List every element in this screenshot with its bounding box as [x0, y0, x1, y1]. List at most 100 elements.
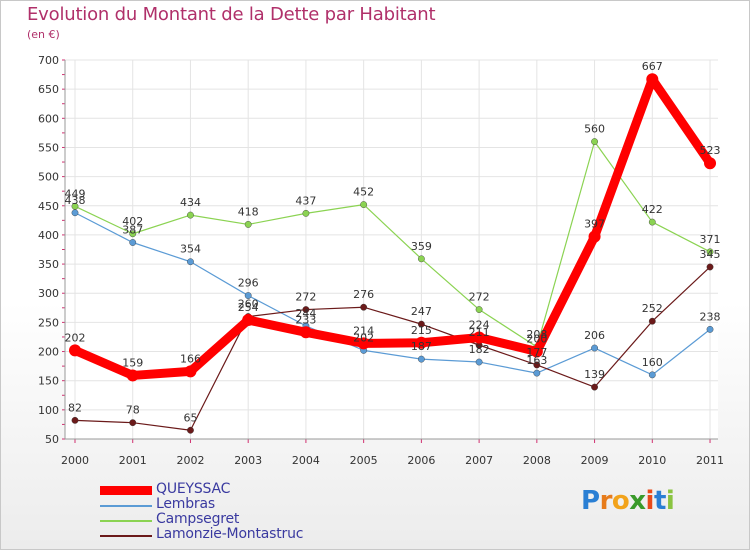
- data-point: [129, 230, 137, 238]
- y-tick-label: 450: [38, 200, 59, 213]
- data-point: [591, 138, 598, 146]
- plot-area: [65, 60, 718, 439]
- data-label: 345: [700, 248, 721, 261]
- data-label: 200: [526, 333, 547, 346]
- data-label: 276: [353, 288, 374, 301]
- data-point: [302, 306, 310, 313]
- data-label: 159: [122, 356, 143, 369]
- data-label: 214: [353, 324, 374, 337]
- data-label: 437: [295, 194, 316, 207]
- data-point: [530, 345, 543, 358]
- data-label: 202: [353, 331, 374, 344]
- data-label: 224: [469, 319, 490, 332]
- data-label: 65: [183, 411, 197, 424]
- data-point: [706, 325, 714, 333]
- data-point: [129, 419, 137, 427]
- x-tick-label: 2009: [581, 454, 609, 467]
- legend-label: Lembras: [156, 496, 215, 512]
- data-point: [71, 416, 79, 424]
- legend-swatch: [100, 486, 152, 495]
- legend-item: Lembras: [100, 496, 360, 512]
- data-point: [129, 239, 137, 246]
- data-point: [244, 221, 252, 228]
- data-label: 438: [65, 194, 86, 207]
- data-point: [360, 201, 368, 209]
- data-label: 202: [65, 331, 86, 344]
- data-label: 244: [295, 307, 316, 320]
- y-tick-label: 600: [38, 112, 59, 125]
- x-tick-label: 2005: [350, 454, 378, 467]
- x-tick-label: 2000: [61, 454, 89, 467]
- data-point: [648, 317, 656, 325]
- data-label: 452: [353, 186, 374, 199]
- brand-letter: r: [599, 486, 613, 516]
- data-label: 166: [180, 352, 201, 365]
- data-point: [187, 426, 194, 434]
- data-point: [71, 209, 79, 217]
- chart-subtitle: (en €): [27, 28, 60, 41]
- legend-item: Lamonzie-Montastruc: [100, 526, 360, 542]
- data-label: 387: [122, 224, 143, 237]
- x-tick-label: 2010: [638, 454, 666, 467]
- data-label: 296: [238, 277, 259, 290]
- brand-logo: Proxiti: [581, 486, 675, 516]
- data-label: 208: [526, 328, 547, 341]
- data-label: 402: [122, 215, 143, 228]
- x-tick-label: 2011: [696, 454, 724, 467]
- data-label: 163: [526, 354, 547, 367]
- data-label: 252: [642, 302, 663, 315]
- data-point: [591, 344, 598, 352]
- data-label: 187: [411, 340, 432, 353]
- series-line-lamonzie-montastruc: [74, 266, 711, 431]
- brand-letter: x: [629, 486, 646, 516]
- data-label: 371: [700, 233, 721, 246]
- series-line-campsegret: [74, 141, 711, 348]
- data-label: 177: [526, 346, 547, 359]
- data-label: 160: [642, 356, 663, 369]
- data-point: [415, 336, 428, 349]
- brand-letter: i: [665, 486, 675, 516]
- brand-letter: i: [645, 486, 655, 516]
- data-point: [706, 263, 714, 271]
- data-label: 233: [295, 313, 316, 326]
- data-label: 254: [238, 301, 259, 314]
- data-point: [244, 292, 252, 299]
- y-tick-label: 400: [38, 229, 59, 242]
- data-point: [417, 355, 425, 363]
- x-tick-label: 2006: [407, 454, 435, 467]
- data-label: 359: [411, 240, 432, 253]
- series-line-queyssac: [70, 74, 715, 380]
- legend-item: Campsegret: [100, 511, 360, 527]
- x-tick-label: 2003: [234, 454, 262, 467]
- data-label: 272: [469, 291, 490, 304]
- data-label: 238: [700, 310, 721, 323]
- data-point: [126, 369, 139, 382]
- data-label: 247: [411, 305, 432, 318]
- data-point: [648, 218, 656, 226]
- x-tick-label: 2002: [176, 454, 204, 467]
- data-point: [360, 303, 368, 311]
- data-label: 78: [126, 404, 140, 417]
- data-point: [533, 361, 541, 369]
- data-point: [706, 248, 714, 256]
- data-point: [475, 306, 483, 313]
- y-tick-label: 250: [38, 316, 59, 329]
- legend-item: QUEYSSAC: [100, 481, 360, 497]
- data-point: [588, 230, 601, 243]
- data-point: [302, 209, 310, 217]
- data-label: 354: [180, 243, 201, 256]
- data-label: 211: [469, 326, 490, 339]
- data-label: 397: [584, 218, 605, 231]
- x-tick-label: 2007: [465, 454, 493, 467]
- data-label: 82: [68, 401, 82, 414]
- data-label: 418: [238, 205, 259, 218]
- data-point: [417, 255, 425, 263]
- x-tick-label: 2001: [119, 454, 147, 467]
- y-tick-label: 500: [38, 171, 59, 184]
- y-tick-label: 650: [38, 83, 59, 96]
- y-tick-label: 350: [38, 258, 59, 271]
- data-label: 206: [584, 329, 605, 342]
- legend-swatch: [100, 505, 152, 507]
- data-label: 260: [238, 298, 259, 311]
